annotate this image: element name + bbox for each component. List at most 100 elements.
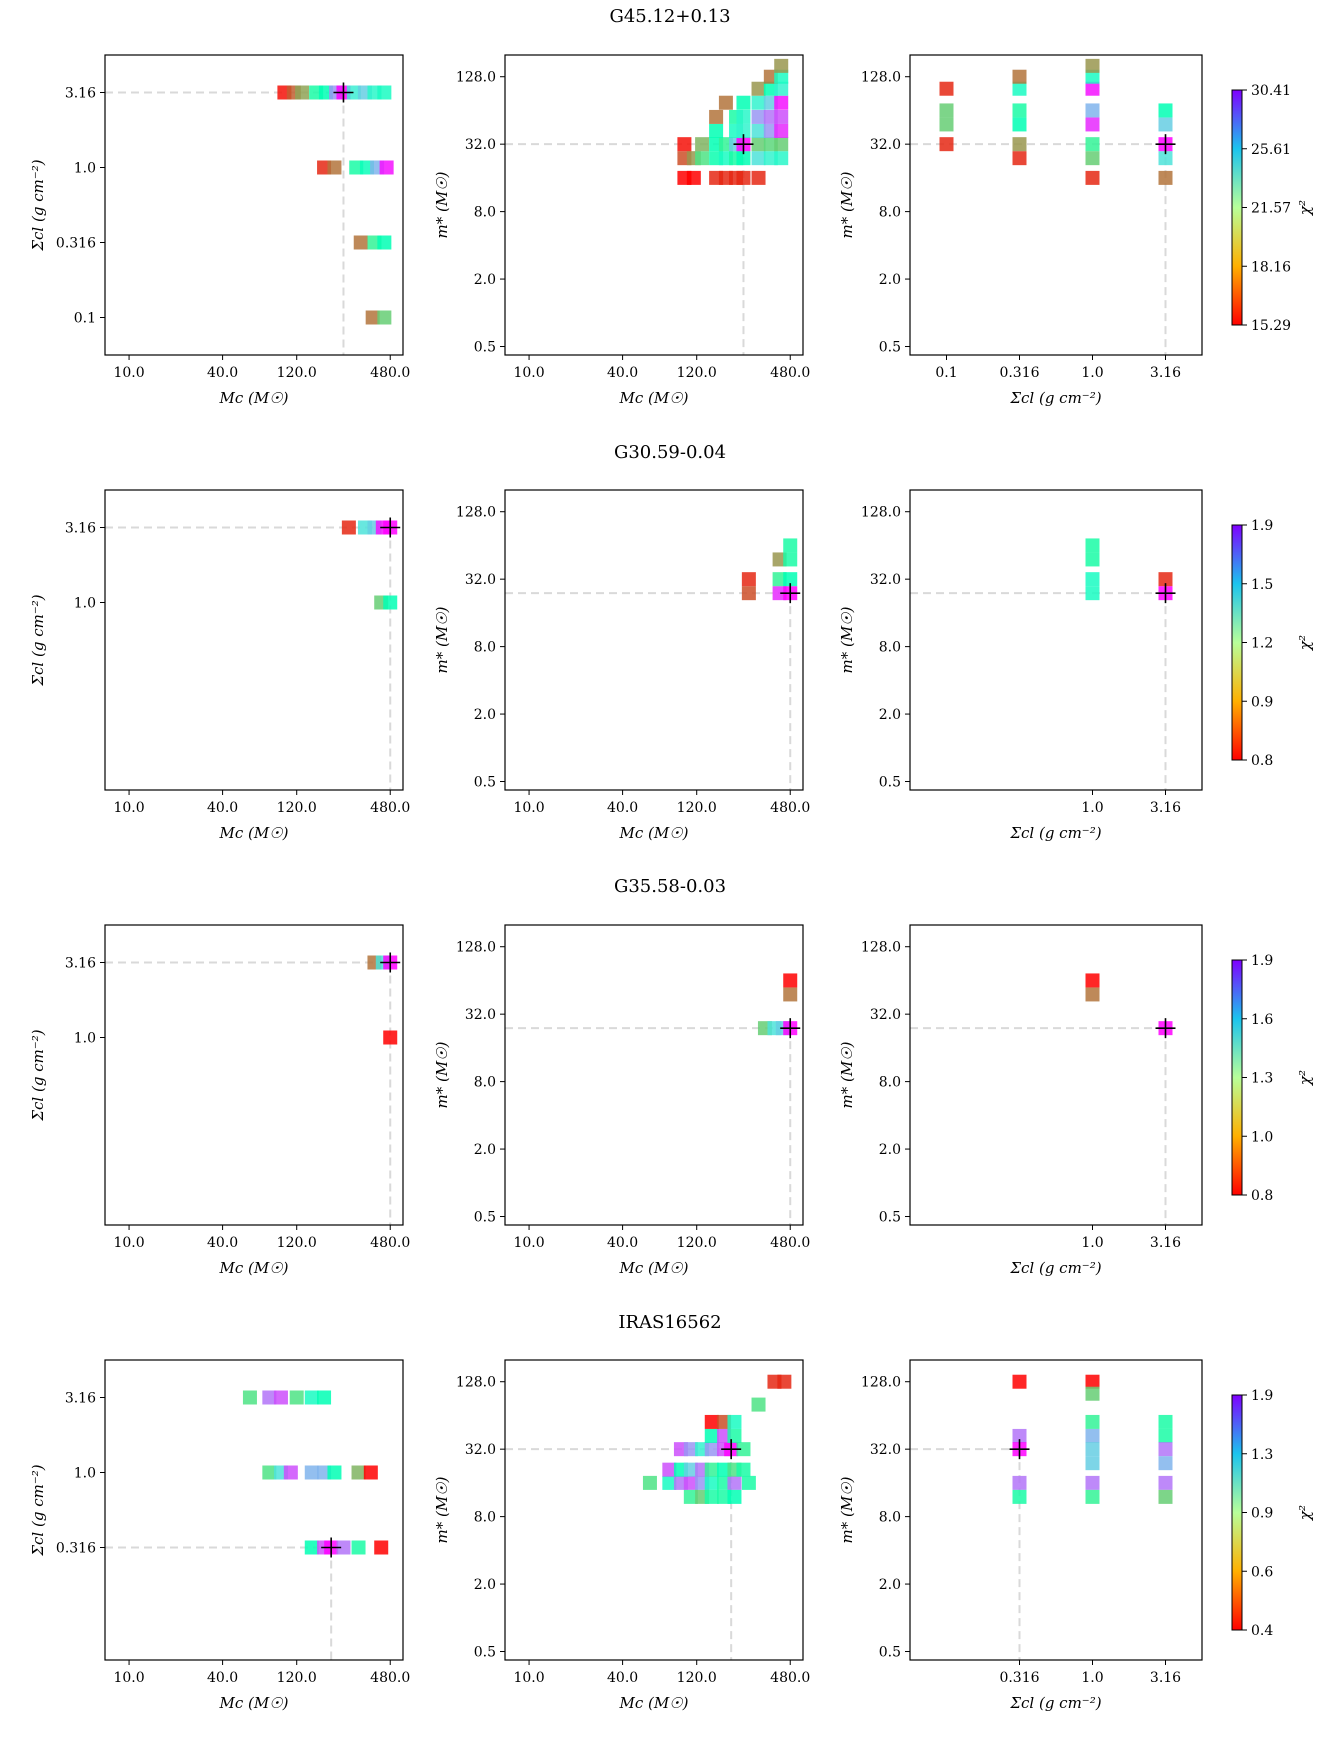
y-tick-label: 3.16 — [65, 86, 96, 102]
colorbar-tick-label: 1.6 — [1251, 1012, 1273, 1028]
data-point — [1158, 1489, 1173, 1504]
panel: 0.1 0.316 1.0 3.16 0.5 2.0 8.0 32.0 128.0 Σcl (g … — [838, 54, 1203, 407]
data-point — [1085, 1386, 1100, 1401]
data-point — [939, 81, 954, 96]
x-axis-label: Mc (M☉) — [218, 389, 288, 407]
data-point — [1085, 69, 1100, 84]
data-point — [783, 552, 798, 567]
x-axis-label: Σcl (g cm⁻²) — [1009, 1694, 1101, 1712]
data-point — [774, 109, 789, 124]
x-axis-label: Mc (M☉) — [618, 389, 688, 407]
data-point — [1085, 1475, 1100, 1490]
data-point — [751, 1397, 766, 1412]
data-point — [1158, 1414, 1173, 1429]
row-title: G35.58-0.03 — [614, 876, 726, 897]
plot-frame — [504, 1359, 804, 1661]
x-tick-label: 1.0 — [1081, 365, 1103, 381]
y-axis-label: m* (M☉) — [838, 1041, 856, 1108]
y-tick-label: 0.5 — [879, 1645, 901, 1661]
data-point — [774, 95, 789, 110]
data-point — [1012, 103, 1027, 118]
colorbar: 0.8 1.0 1.3 1.6 1.9 χ² — [1231, 953, 1314, 1204]
colorbar-tick-label: 30.41 — [1251, 83, 1291, 99]
y-tick-label: 2.0 — [879, 1142, 901, 1158]
y-tick-label: 2.0 — [474, 1142, 496, 1158]
y-axis-label: m* (M☉) — [433, 1041, 451, 1108]
data-point — [686, 170, 701, 185]
x-tick-label: 120.0 — [277, 365, 317, 381]
colorbar-label: χ² — [1296, 635, 1314, 651]
data-point — [1085, 137, 1100, 152]
data-point — [704, 1475, 719, 1490]
colorbar-tick-label: 1.0 — [1251, 1129, 1273, 1145]
y-tick-label: 0.5 — [879, 1210, 901, 1226]
colorbar-tick-label: 0.8 — [1251, 753, 1273, 769]
y-tick-label: 0.5 — [474, 775, 496, 791]
y-tick-label: 2.0 — [879, 272, 901, 288]
data-point — [1085, 973, 1100, 988]
data-point — [1085, 1489, 1100, 1504]
y-axis-label: m* (M☉) — [838, 1476, 856, 1543]
data-point — [751, 123, 766, 138]
y-tick-label: 128.0 — [456, 940, 496, 956]
plot-frame — [909, 54, 1203, 356]
data-point — [1085, 170, 1100, 185]
data-point — [1085, 987, 1100, 1002]
data-point — [751, 170, 766, 185]
colorbar-label: χ² — [1296, 200, 1314, 216]
data-point — [1085, 58, 1100, 73]
colorbar-gradient — [1231, 89, 1243, 326]
y-axis-label: m* (M☉) — [838, 171, 856, 238]
x-tick-label: 480.0 — [770, 1670, 810, 1686]
y-tick-label: 0.316 — [56, 236, 96, 252]
data-point — [273, 1390, 288, 1405]
colorbar: 0.8 0.9 1.2 1.5 1.9 χ² — [1231, 518, 1314, 769]
y-tick-label: 1.0 — [74, 161, 96, 177]
x-axis-label: Mc (M☉) — [218, 824, 288, 842]
data-point — [346, 85, 361, 100]
colorbar-label: χ² — [1296, 1070, 1314, 1086]
y-tick-label: 8.0 — [474, 1510, 496, 1526]
colorbar: 15.29 18.16 21.57 25.61 30.41 χ² — [1231, 83, 1314, 334]
data-point — [783, 538, 798, 553]
data-point — [736, 151, 751, 166]
data-point — [1012, 1475, 1027, 1490]
data-point — [727, 1414, 742, 1429]
data-point — [695, 137, 710, 152]
row-title: IRAS16562 — [618, 1312, 721, 1333]
data-point — [677, 137, 692, 152]
colorbar-tick-label: 1.2 — [1251, 636, 1273, 652]
plot-frame — [104, 924, 404, 1226]
x-axis-label: Mc (M☉) — [618, 1259, 688, 1277]
data-point — [1085, 1414, 1100, 1429]
data-point — [736, 109, 751, 124]
colorbar-gradient — [1231, 524, 1243, 761]
colorbar-tick-label: 1.3 — [1251, 1447, 1273, 1463]
x-tick-label: 40.0 — [607, 1670, 638, 1686]
data-point — [351, 1540, 366, 1555]
x-tick-label: 10.0 — [513, 365, 544, 381]
y-tick-label: 32.0 — [870, 1442, 901, 1458]
x-tick-label: 0.316 — [999, 1670, 1039, 1686]
y-tick-label: 128.0 — [861, 505, 901, 521]
x-tick-label: 40.0 — [607, 1235, 638, 1251]
data-point — [283, 1465, 298, 1480]
colorbar-tick-label: 18.16 — [1251, 259, 1291, 275]
y-tick-label: 8.0 — [879, 1075, 901, 1091]
data-point — [772, 552, 787, 567]
colorbar-tick-label: 0.6 — [1251, 1564, 1273, 1580]
x-axis-label: Mc (M☉) — [218, 1259, 288, 1277]
plot-frame — [504, 924, 804, 1226]
data-point — [727, 1489, 742, 1504]
data-point — [327, 1465, 342, 1480]
data-point — [295, 85, 310, 100]
data-point — [783, 987, 798, 1002]
x-tick-label: 1.0 — [1081, 1670, 1103, 1686]
x-tick-label: 0.316 — [999, 365, 1039, 381]
y-tick-label: 2.0 — [474, 707, 496, 723]
y-axis-label: Σcl (g cm⁻²) — [29, 159, 47, 251]
y-tick-label: 32.0 — [465, 572, 496, 588]
panel: 10.0 40.0 120.0 480.0 0.5 2.0 8.0 32.0 128.0 Mc (… — [433, 489, 810, 842]
data-point — [727, 1428, 742, 1443]
data-point — [1012, 81, 1027, 96]
